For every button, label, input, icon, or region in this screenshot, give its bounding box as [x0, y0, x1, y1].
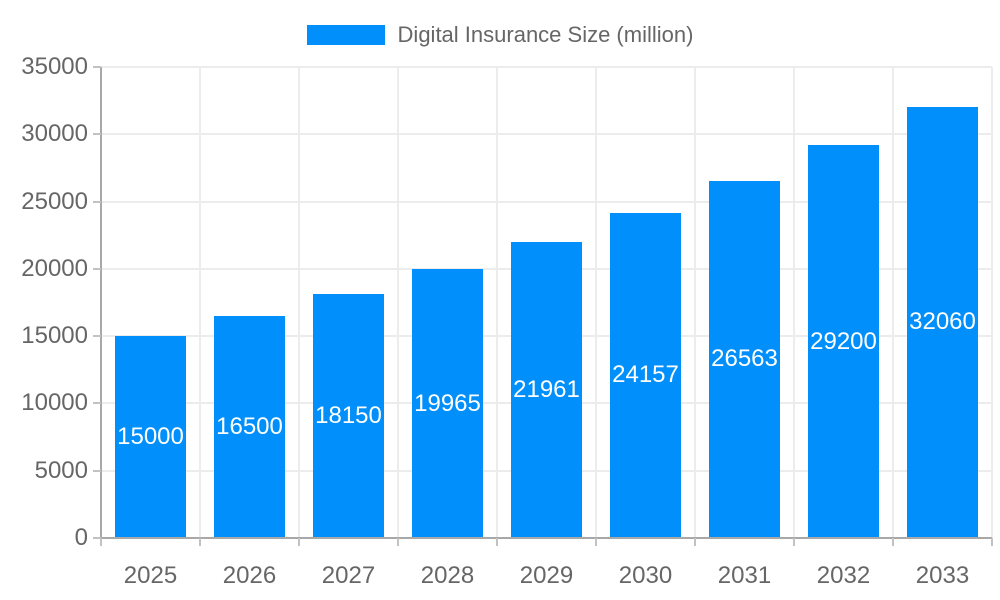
- bar-value-label: 19965: [414, 389, 481, 417]
- x-tick-label: 2032: [816, 562, 871, 589]
- gridline-vertical: [595, 67, 597, 538]
- bar-2033: 32060: [907, 106, 978, 538]
- gridline-vertical: [892, 67, 894, 538]
- bar-value-label: 26563: [711, 345, 778, 373]
- y-axis-line: [100, 67, 102, 546]
- bar-value-label: 29200: [810, 327, 877, 355]
- y-axis-tick: [93, 133, 101, 136]
- gridline-vertical: [991, 67, 993, 538]
- x-tick-label: 2033: [915, 562, 970, 589]
- gridline-vertical: [397, 67, 399, 538]
- y-tick-label: 25000: [21, 187, 88, 215]
- x-axis-tick: [298, 538, 300, 546]
- y-axis-tick: [93, 335, 101, 338]
- bar-2029: 21961: [511, 242, 582, 538]
- x-axis-tick: [793, 538, 795, 546]
- bar-2032: 29200: [808, 145, 879, 538]
- bar-value-label: 32060: [909, 308, 976, 336]
- bar-value-label: 15000: [117, 423, 184, 451]
- bar-2031: 26563: [709, 180, 780, 538]
- y-axis-tick: [93, 402, 101, 405]
- x-tick-label: 2030: [618, 562, 673, 589]
- y-tick-label: 35000: [21, 53, 88, 80]
- x-tick-label: 2028: [420, 562, 475, 589]
- x-axis-tick: [397, 538, 399, 546]
- x-axis-tick: [892, 538, 894, 546]
- x-tick-label: 2027: [321, 562, 376, 589]
- y-axis-tick: [93, 66, 101, 68]
- y-axis-tick: [93, 200, 101, 203]
- y-axis-tick: [93, 537, 101, 539]
- y-tick-label: 30000: [21, 120, 88, 148]
- x-axis-tick: [694, 538, 696, 546]
- bar-2030: 24157: [610, 212, 681, 538]
- plot-area: 15000 16500 18150 19965 21961 24157 26563 29200…: [101, 66, 993, 538]
- x-axis-tick: [991, 538, 993, 546]
- legend-swatch: [306, 25, 385, 45]
- x-axis-tick: [595, 538, 597, 546]
- bar-2025: 15000: [115, 336, 186, 538]
- y-axis-tick: [93, 267, 101, 270]
- gridline-vertical: [793, 67, 795, 538]
- gridline-horizontal: [101, 133, 992, 136]
- x-axis-tick: [199, 538, 201, 546]
- x-tick-label: 2031: [717, 562, 772, 589]
- bar-value-label: 18150: [315, 401, 382, 429]
- bar-value-label: 24157: [612, 361, 679, 389]
- y-tick-label: 0: [74, 524, 88, 551]
- x-axis-tick: [496, 538, 498, 546]
- x-tick-label: 2025: [123, 562, 178, 589]
- x-tick-label: 2029: [519, 562, 574, 589]
- gridline-vertical: [694, 67, 696, 538]
- y-tick-label: 5000: [34, 456, 88, 484]
- x-axis-line: [101, 537, 992, 539]
- bar-2027: 18150: [313, 293, 384, 538]
- x-tick-label: 2026: [222, 562, 277, 589]
- y-axis-tick: [93, 469, 101, 472]
- gridline-vertical: [199, 67, 201, 538]
- legend-label: Digital Insurance Size (million): [397, 22, 694, 47]
- y-tick-label: 10000: [21, 389, 88, 417]
- bar-2028: 19965: [412, 269, 483, 538]
- y-tick-label: 20000: [21, 254, 88, 282]
- x-axis-tick: [100, 538, 102, 546]
- bar-value-label: 16500: [216, 412, 283, 440]
- gridline-horizontal: [101, 66, 992, 68]
- gridline-vertical: [298, 67, 300, 538]
- bar-value-label: 21961: [513, 376, 580, 404]
- gridline-vertical: [496, 67, 498, 538]
- y-tick-label: 15000: [21, 322, 88, 350]
- gridline-horizontal: [101, 200, 992, 203]
- bar-2026: 16500: [214, 315, 285, 538]
- legend-item[interactable]: Digital Insurance Size (million): [0, 15, 1000, 55]
